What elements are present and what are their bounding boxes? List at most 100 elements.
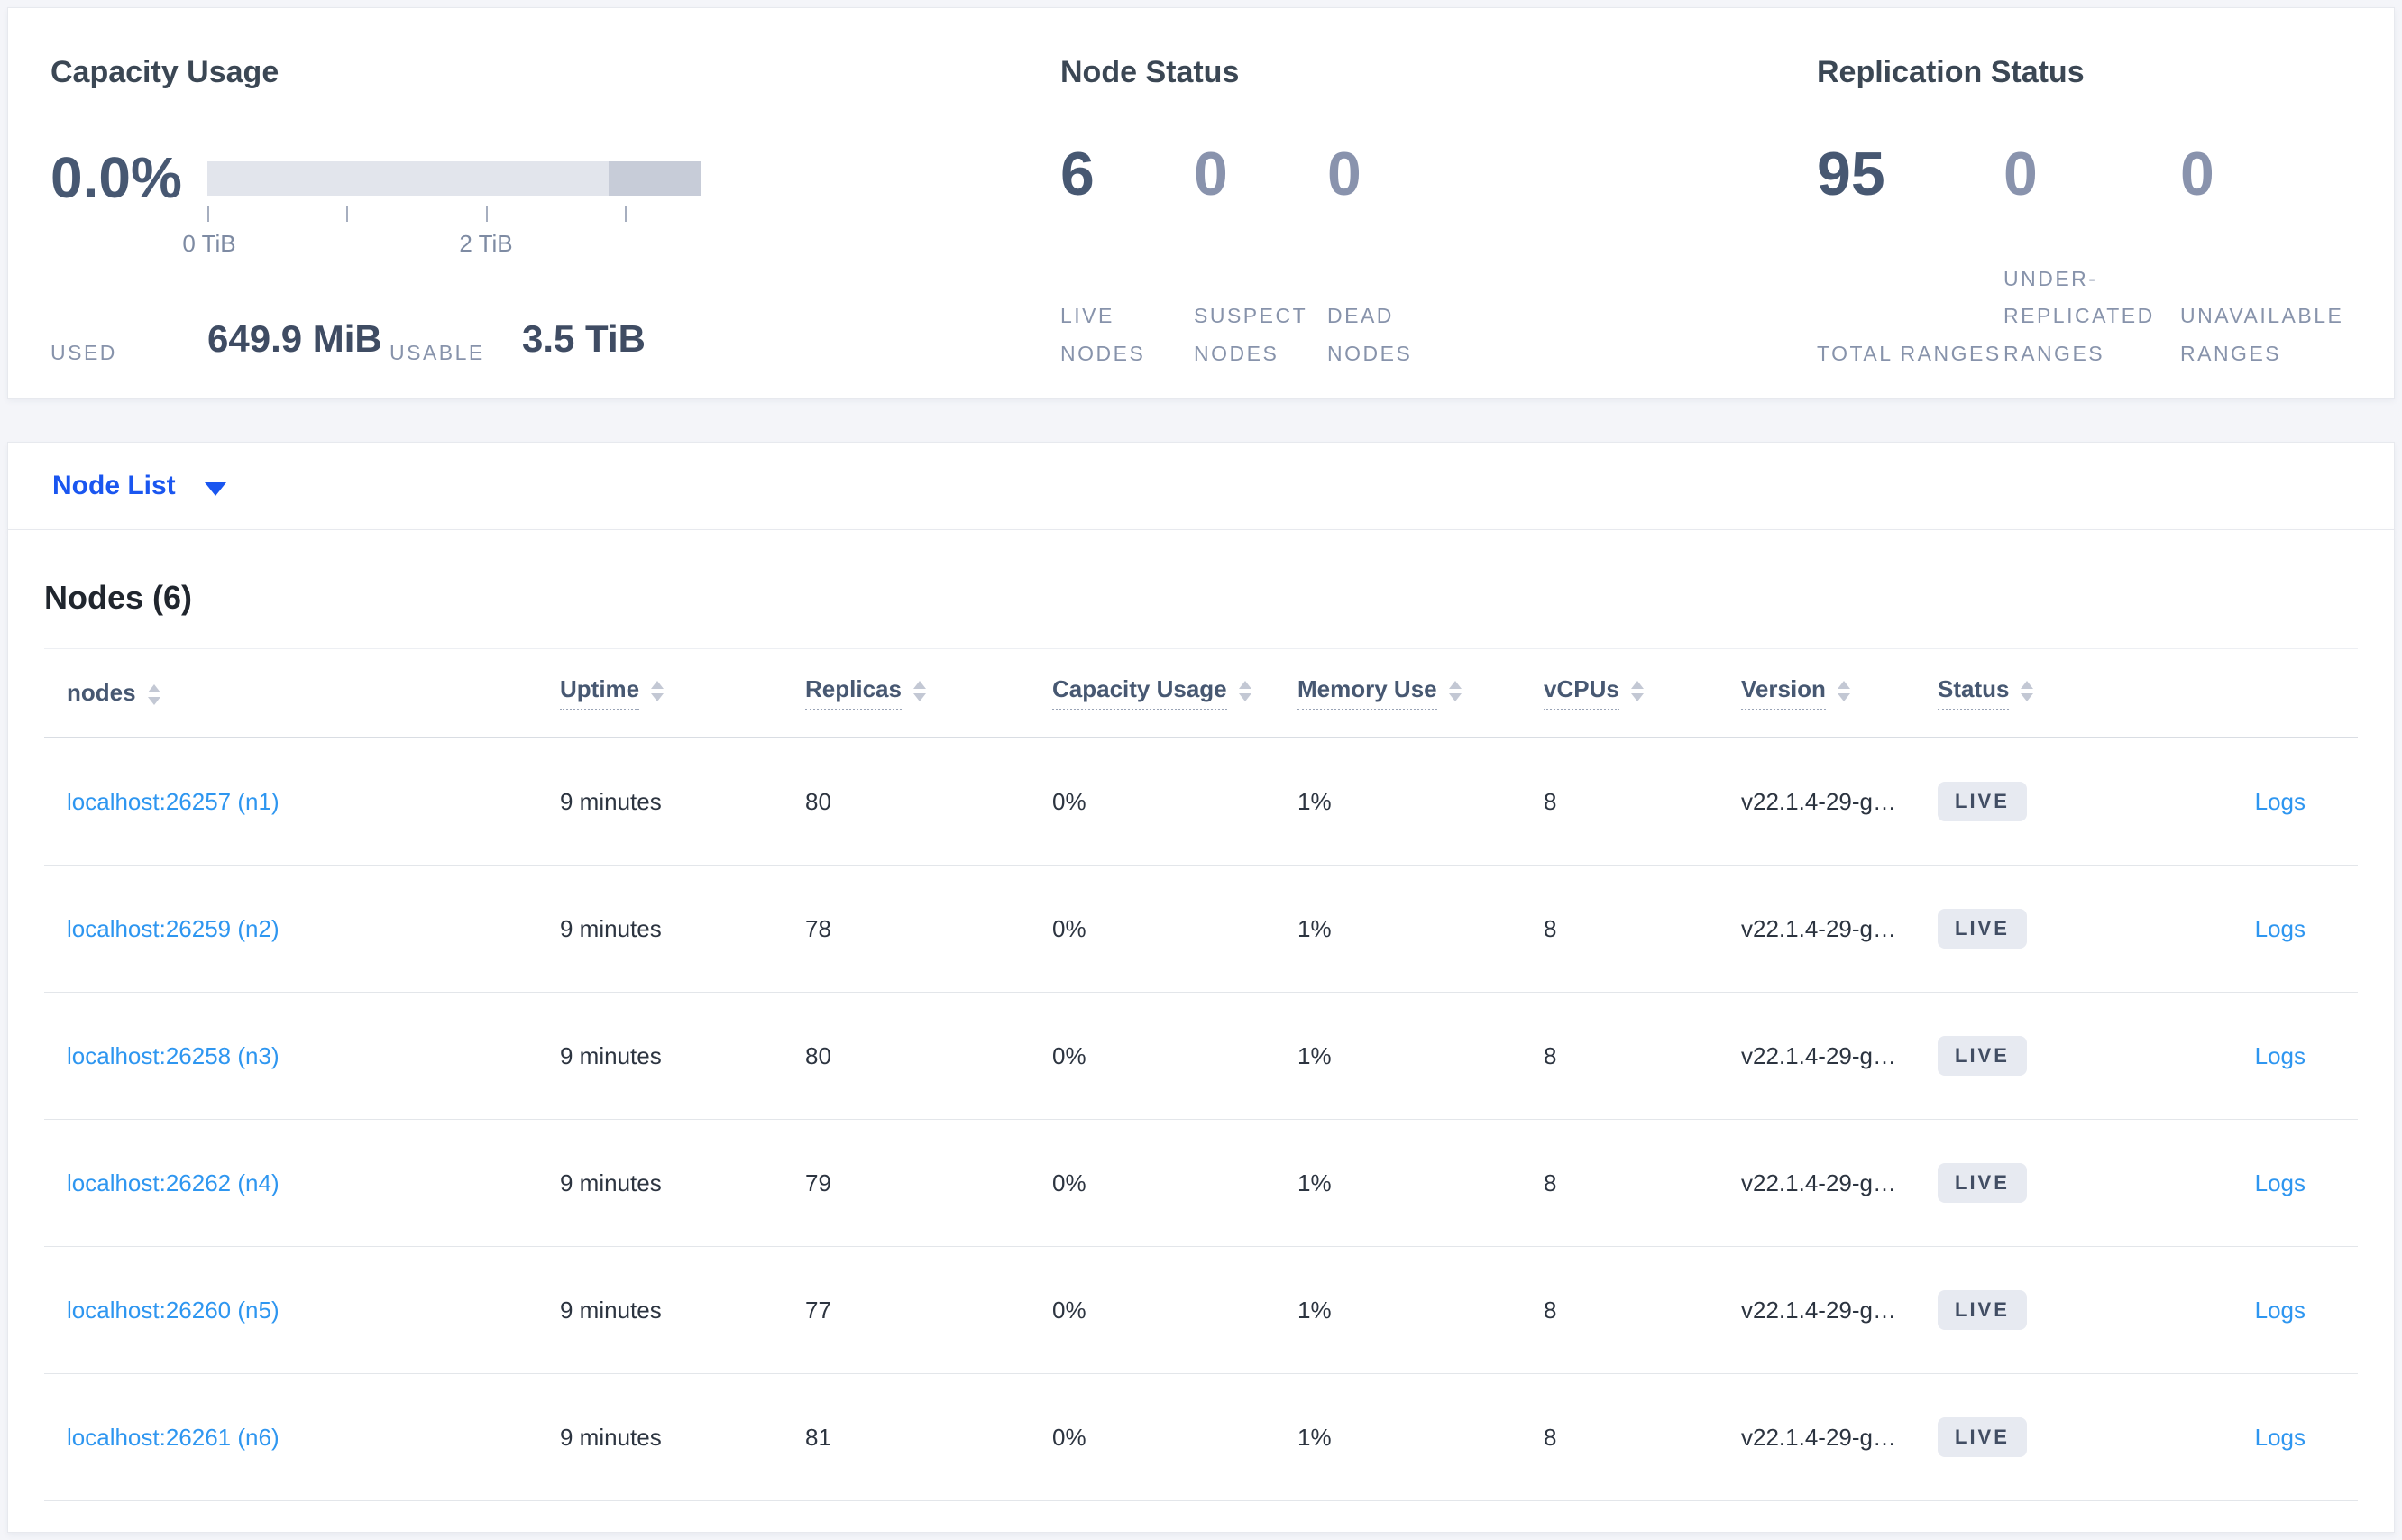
total-ranges-stat: 95 TOTAL RANGES	[1817, 143, 2003, 372]
node-link[interactable]: localhost:26261 (n6)	[67, 1423, 280, 1451]
node-link[interactable]: localhost:26257 (n1)	[67, 787, 280, 815]
replicas-cell: 77	[805, 1296, 831, 1324]
column-header-label: Memory Use	[1297, 675, 1437, 711]
column-header-status[interactable]: Status	[1915, 675, 2122, 711]
node-link[interactable]: localhost:26262 (n4)	[67, 1169, 280, 1196]
logs-link[interactable]: Logs	[2254, 914, 2306, 942]
used-value: 649.9 MiB	[207, 317, 382, 360]
node-link[interactable]: localhost:26258 (n3)	[67, 1041, 280, 1069]
uptime-cell: 9 minutes	[560, 1423, 662, 1451]
capacity-usage-cell: 0%	[1052, 1296, 1086, 1324]
logs-link[interactable]: Logs	[2254, 787, 2306, 815]
suspect-nodes-value: 0	[1194, 140, 1228, 208]
uptime-cell: 9 minutes	[560, 1041, 662, 1069]
version-cell: v22.1.4-29-g…	[1741, 1041, 1896, 1069]
column-header-memory-use[interactable]: Memory Use	[1275, 675, 1521, 711]
table-row: localhost:26261 (n6) 9 minutes 81 0% 1% …	[44, 1374, 2358, 1502]
logs-link[interactable]: Logs	[2254, 1169, 2306, 1196]
unavailable-ranges-value: 0	[2180, 140, 2214, 208]
status-badge: LIVE	[1938, 1036, 2027, 1077]
column-header-version[interactable]: Version	[1719, 675, 1915, 711]
status-badge: LIVE	[1938, 1290, 2027, 1331]
cluster-summary-panel: Capacity Usage 0.0% 0 TiB 2 TiB USED 649…	[7, 7, 2395, 399]
axis-tick	[346, 206, 348, 222]
axis-label-0tib: 0 TiB	[182, 230, 236, 257]
capacity-usage-cell: 0%	[1052, 787, 1086, 815]
usable-label: USABLE	[390, 341, 485, 364]
table-row: localhost:26262 (n4) 9 minutes 79 0% 1% …	[44, 1120, 2358, 1248]
capacity-percent-value: 0.0%	[50, 145, 182, 210]
usable-value: 3.5 TiB	[522, 317, 646, 360]
version-cell: v22.1.4-29-g…	[1741, 1296, 1896, 1324]
unavailable-ranges-stat: 0 UNAVAILABLE RANGES	[2180, 143, 2402, 372]
sort-icon	[2021, 675, 2034, 702]
node-link[interactable]: localhost:26259 (n2)	[67, 914, 280, 942]
divider	[44, 648, 2358, 650]
capacity-usage-cell: 0%	[1052, 1041, 1086, 1069]
axis-label-2tib: 2 TiB	[459, 230, 513, 257]
column-header-nodes[interactable]: nodes	[44, 679, 537, 707]
logs-link[interactable]: Logs	[2254, 1296, 2306, 1324]
nodes-table-panel: Nodes (6) nodes Uptime Replicas Capacity…	[7, 529, 2395, 1533]
dead-nodes-label: DEAD NODES	[1327, 304, 1413, 365]
column-header-replicas[interactable]: Replicas	[783, 675, 1030, 711]
nodes-table-title: Nodes (6)	[44, 579, 193, 616]
axis-tick	[625, 206, 627, 222]
logs-link[interactable]: Logs	[2254, 1423, 2306, 1451]
uptime-cell: 9 minutes	[560, 914, 662, 942]
version-cell: v22.1.4-29-g…	[1741, 787, 1896, 815]
unavailable-ranges-label: UNAVAILABLE RANGES	[2180, 304, 2344, 365]
status-badge: LIVE	[1938, 909, 2027, 949]
table-body: localhost:26257 (n1) 9 minutes 80 0% 1% …	[44, 738, 2358, 1502]
capacity-usage-bar-chart: 0 TiB 2 TiB	[182, 161, 701, 257]
uptime-cell: 9 minutes	[560, 1169, 662, 1196]
chevron-down-icon	[204, 481, 226, 496]
dead-nodes-stat: 0 DEAD NODES	[1327, 143, 1481, 372]
uptime-cell: 9 minutes	[560, 1296, 662, 1324]
node-list-dropdown[interactable]: Node List	[52, 471, 226, 501]
replication-status-title: Replication Status	[1817, 55, 2085, 89]
uptime-cell: 9 minutes	[560, 787, 662, 815]
status-badge: LIVE	[1938, 1417, 2027, 1458]
sort-icon	[1448, 675, 1462, 702]
version-cell: v22.1.4-29-g…	[1741, 914, 1896, 942]
live-nodes-stat: 6 LIVE NODES	[1060, 143, 1194, 372]
column-header-vcpus[interactable]: vCPUs	[1521, 675, 1719, 711]
axis-tick	[486, 206, 488, 222]
memory-use-cell: 1%	[1297, 1423, 1332, 1451]
memory-use-cell: 1%	[1297, 1296, 1332, 1324]
column-header-label: nodes	[67, 679, 136, 707]
live-nodes-value: 6	[1060, 140, 1095, 208]
sort-icon	[1630, 675, 1644, 702]
vcpus-cell: 8	[1544, 1423, 1557, 1451]
vcpus-cell: 8	[1544, 1041, 1557, 1069]
sort-icon	[651, 675, 665, 702]
memory-use-cell: 1%	[1297, 914, 1332, 942]
column-header-label: Uptime	[560, 675, 640, 711]
under-replicated-ranges-stat: 0 UNDER-REPLICATED RANGES	[2003, 143, 2180, 372]
node-status-title: Node Status	[1060, 55, 1240, 89]
total-ranges-value: 95	[1817, 140, 1885, 208]
replicas-cell: 78	[805, 914, 831, 942]
vcpus-cell: 8	[1544, 914, 1557, 942]
node-link[interactable]: localhost:26260 (n5)	[67, 1296, 280, 1324]
vcpus-cell: 8	[1544, 1169, 1557, 1196]
table-row: localhost:26259 (n2) 9 minutes 78 0% 1% …	[44, 866, 2358, 994]
capacity-bar-dark-segment	[609, 161, 701, 196]
suspect-nodes-stat: 0 SUSPECT NODES	[1194, 143, 1327, 372]
table-row: localhost:26260 (n5) 9 minutes 77 0% 1% …	[44, 1247, 2358, 1375]
column-header-capacity-usage[interactable]: Capacity Usage	[1030, 675, 1275, 711]
column-header-label: Status	[1938, 675, 2010, 711]
replicas-cell: 80	[805, 787, 831, 815]
vcpus-cell: 8	[1544, 787, 1557, 815]
live-nodes-label: LIVE NODES	[1060, 304, 1146, 365]
vcpus-cell: 8	[1544, 1296, 1557, 1324]
capacity-usage-cell: 0%	[1052, 1169, 1086, 1196]
logs-link[interactable]: Logs	[2254, 1041, 2306, 1069]
dead-nodes-value: 0	[1327, 140, 1361, 208]
suspect-nodes-label: SUSPECT NODES	[1194, 304, 1307, 365]
under-replicated-ranges-label: UNDER-REPLICATED RANGES	[2003, 266, 2155, 365]
capacity-usage-cell: 0%	[1052, 914, 1086, 942]
column-header-uptime[interactable]: Uptime	[537, 675, 783, 711]
table-row: localhost:26258 (n3) 9 minutes 80 0% 1% …	[44, 993, 2358, 1121]
